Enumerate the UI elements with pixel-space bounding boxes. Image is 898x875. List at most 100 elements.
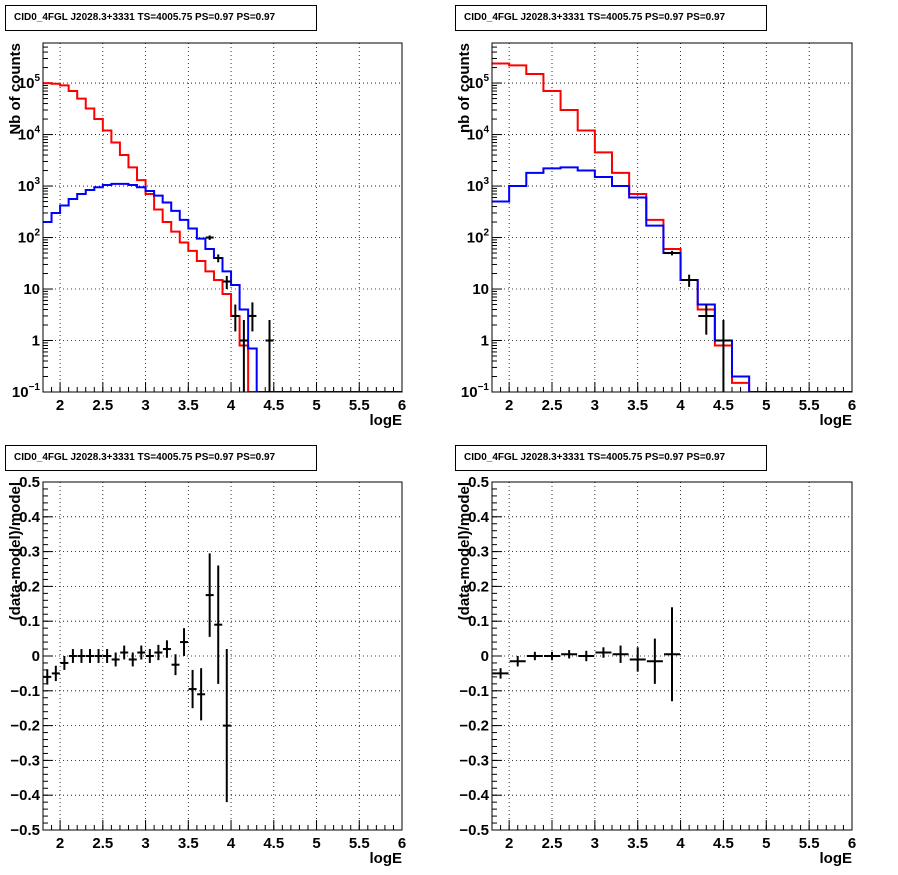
x-tick-label: 4.5 (263, 397, 284, 414)
y-tick-label: −0.2 (459, 718, 489, 735)
x-tick-label: 4 (227, 835, 236, 852)
y-axis-label: nb of counts (456, 43, 473, 133)
data-point (60, 656, 69, 670)
panel-1: 2 2.5 3 3.5 4 4.5 5 5.5 6 10−1 1 10 102 103 104 105 logE… (456, 42, 856, 429)
data-point (595, 647, 612, 658)
data-point (664, 607, 680, 702)
data-point (265, 320, 274, 392)
x-tick-label: 3 (591, 835, 599, 852)
y-tick-label: 10−1 (461, 382, 490, 401)
x-tick-label: 6 (398, 835, 406, 852)
y-tick-label: −0.4 (459, 787, 489, 804)
x-tick-label: 6 (848, 397, 856, 414)
model-histogram-blue (492, 166, 852, 392)
panel-3: 2 2.5 3 3.5 4 4.5 5 5.5 6 −0.5 −0.4 −0.3 −0.2 −0.1 0 0.… (456, 474, 856, 867)
data-point (612, 645, 629, 663)
data-point (197, 668, 206, 721)
x-tick-label: 2.5 (542, 835, 563, 852)
data-layer (43, 82, 402, 392)
panel-title-top-right: CID0_4FGL J2028.3+3331 TS=4005.75 PS=0.9… (455, 5, 767, 31)
data-point (646, 638, 663, 684)
y-tick-label: −0.3 (459, 752, 489, 769)
model-histogram-red (492, 62, 852, 392)
x-tick-label: 6 (848, 835, 856, 852)
x-axis-label: logE (820, 412, 853, 429)
x-tick-label: 5.5 (799, 835, 820, 852)
x-tick-label: 2 (505, 397, 513, 414)
plot-frame (491, 481, 853, 831)
data-point (86, 649, 95, 663)
x-tick-label: 6 (398, 397, 406, 414)
data-point (544, 651, 560, 661)
x-tick-label: 3.5 (178, 835, 199, 852)
y-tick-label: 102 (467, 228, 490, 247)
x-tick-label: 2.5 (92, 835, 113, 852)
y-tick-label: 104 (467, 125, 490, 144)
y-tick-label: 105 (467, 73, 490, 92)
y-tick-label: 0.3 (19, 544, 40, 561)
data-point (664, 250, 680, 256)
y-tick-label: 0.5 (19, 474, 40, 491)
y-tick-label: 0.4 (19, 509, 41, 526)
y-tick-label: 0.5 (468, 474, 489, 491)
data-point (111, 652, 120, 667)
y-tick-label: −0.2 (10, 718, 40, 735)
data-point (154, 644, 163, 661)
x-tick-label: 3 (591, 397, 599, 414)
data-point (222, 275, 231, 290)
y-tick-label: 105 (18, 73, 41, 92)
x-tick-label: 5.5 (349, 397, 370, 414)
data-point (120, 645, 129, 660)
data-point (509, 656, 526, 667)
y-tick-label: 0 (481, 648, 489, 665)
x-tick-label: 2 (56, 835, 64, 852)
x-tick-label: 5 (312, 397, 320, 414)
panel-title-bottom-right: CID0_4FGL J2028.3+3331 TS=4005.75 PS=0.9… (455, 445, 767, 471)
x-tick-label: 2.5 (92, 397, 113, 414)
y-tick-label: 10 (23, 281, 40, 298)
y-axis-label: Nb of counts (7, 43, 24, 135)
data-point (214, 254, 223, 263)
data-point (205, 553, 214, 637)
data-point (162, 640, 171, 658)
x-tick-label: 5 (312, 835, 320, 852)
x-tick-label: 3.5 (627, 835, 648, 852)
x-tick-label: 3 (141, 397, 149, 414)
data-point (94, 649, 103, 663)
x-tick-label: 3 (141, 835, 149, 852)
x-tick-label: 5 (762, 835, 770, 852)
x-tick-label: 4.5 (263, 835, 284, 852)
x-tick-label: 4 (676, 835, 685, 852)
data-point (629, 647, 646, 672)
data-point (492, 668, 509, 679)
data-point (68, 649, 77, 663)
x-tick-label: 4.5 (713, 397, 734, 414)
x-axis-label: logE (370, 412, 403, 429)
panel-title-bottom-left: CID0_4FGL J2028.3+3331 TS=4005.75 PS=0.9… (5, 445, 317, 471)
plot-frame (42, 42, 403, 393)
y-tick-label: −0.3 (10, 752, 40, 769)
y-tick-label: 1 (481, 333, 489, 350)
data-point (205, 235, 214, 240)
data-point (171, 654, 180, 676)
y-tick-label: 0.1 (468, 613, 489, 630)
data-point (43, 669, 52, 685)
data-point (239, 320, 248, 392)
data-point (180, 628, 189, 656)
y-tick-label: 102 (18, 228, 41, 247)
data-point (231, 304, 240, 332)
x-tick-label: 3.5 (627, 397, 648, 414)
y-tick-label: 0.4 (468, 509, 490, 526)
panel-0: 2 2.5 3 3.5 4 4.5 5 5.5 6 10−1 1 10 102 103 104 105 logE… (7, 42, 406, 429)
x-tick-label: 2.5 (542, 397, 563, 414)
data-point (715, 320, 732, 392)
data-point (526, 651, 543, 661)
data-point (248, 302, 257, 332)
y-tick-label: 0.2 (19, 578, 40, 595)
x-tick-label: 4.5 (713, 835, 734, 852)
model-histogram-blue (43, 182, 402, 392)
model-histogram-red (43, 82, 402, 392)
y-tick-label: 1 (32, 333, 40, 350)
x-tick-label: 4 (227, 397, 236, 414)
plot-frame (491, 42, 853, 393)
